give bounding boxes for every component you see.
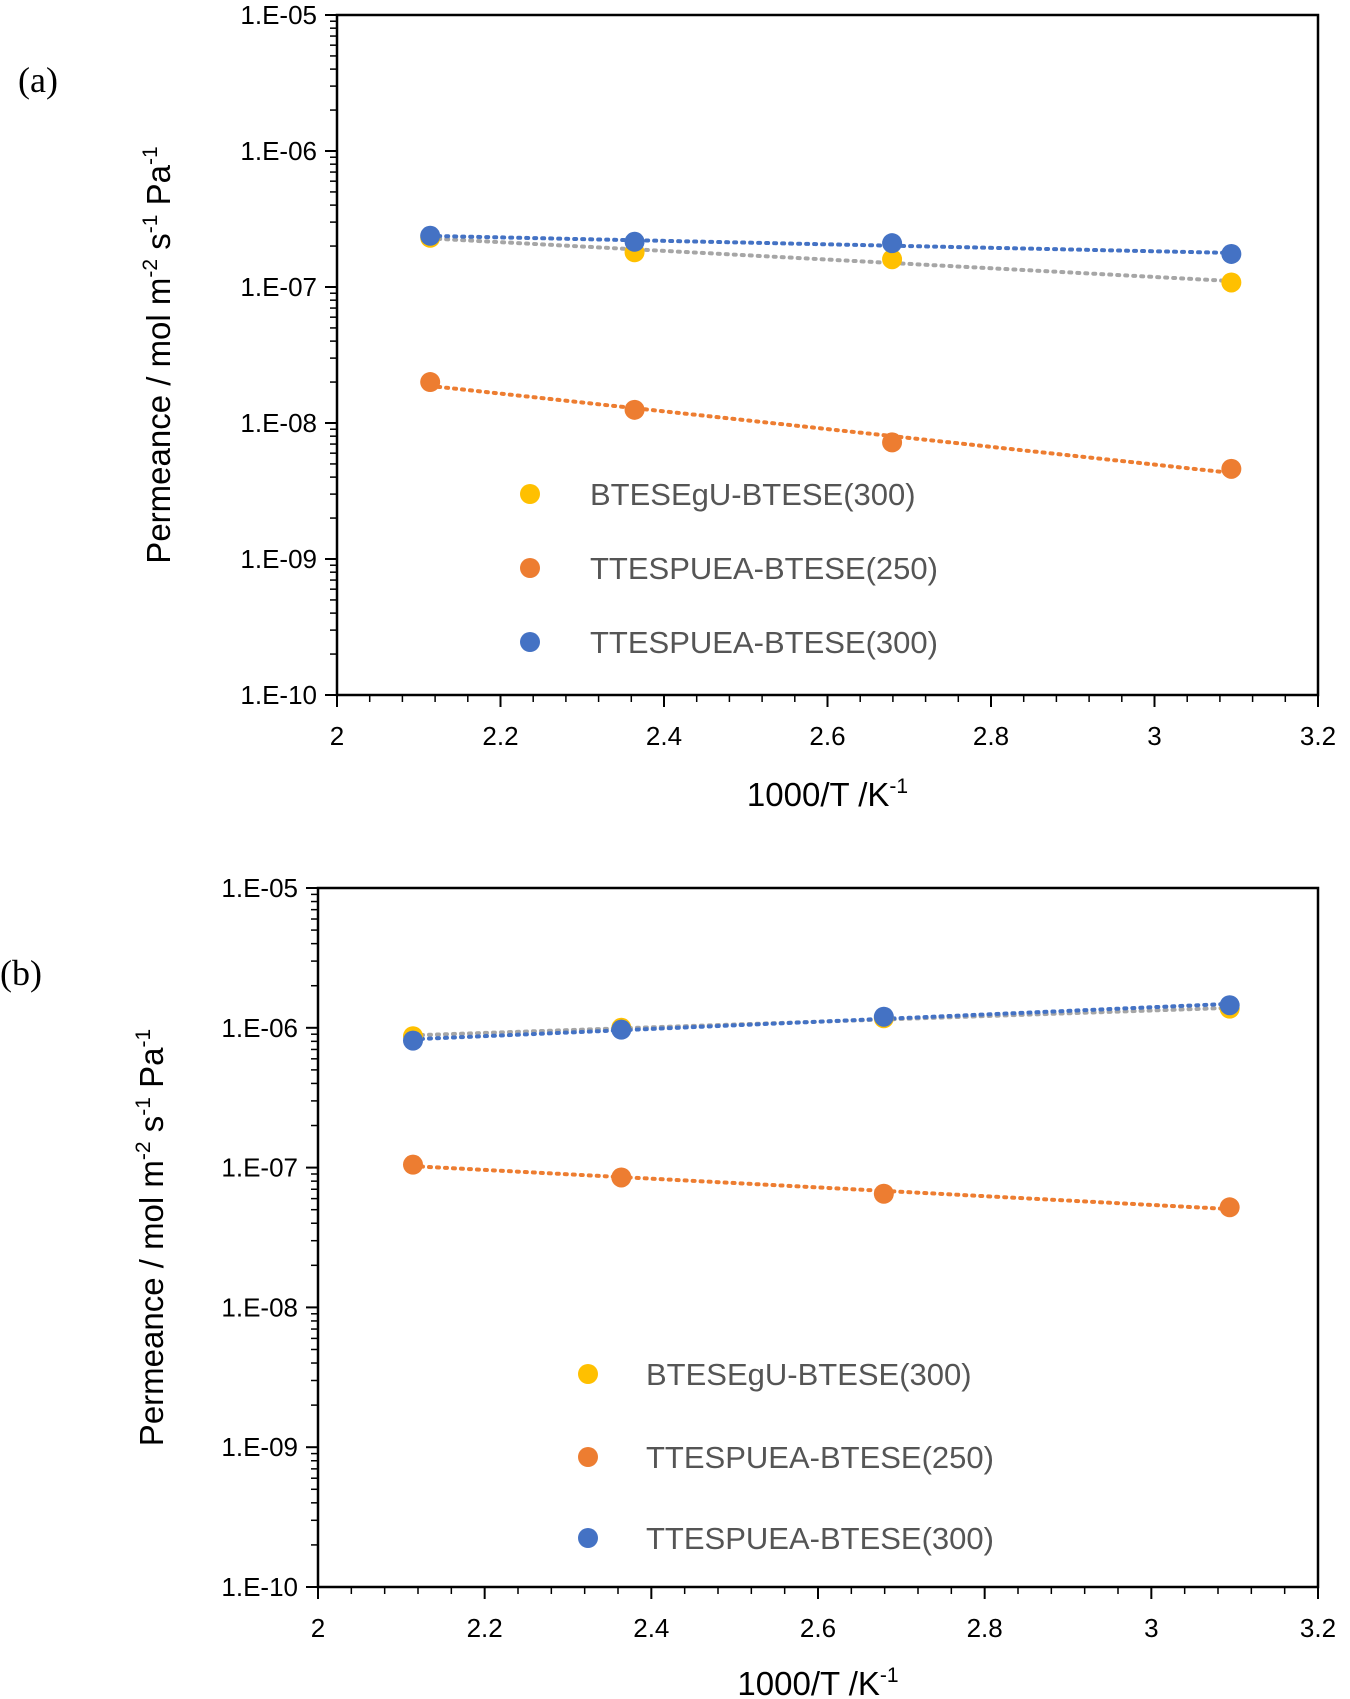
- panel-a-y-tick-label: 1.E-06: [240, 136, 317, 166]
- panel-b-legend-entry: BTESEgU-BTESE(300): [646, 1357, 972, 1392]
- panel-b-y-tick-label: 1.E-06: [221, 1013, 298, 1043]
- panel-b-series-1-point: [1219, 1197, 1240, 1218]
- panel-b-trendline-1: [411, 1164, 1232, 1212]
- panel-b-x-tick-label: 3: [1144, 1613, 1158, 1643]
- panel-b-x-tick-label: 2: [311, 1613, 325, 1643]
- panel-a-series-0-point: [1221, 272, 1242, 293]
- panel-b-series-2-point: [873, 1006, 894, 1027]
- panel-a-y-tick-label: 1.E-05: [240, 0, 317, 30]
- panel-a-trendline-2: [428, 233, 1234, 255]
- panel-b-x-tick-label: 3.2: [1300, 1613, 1336, 1643]
- panel-b-x-tick-label: 2.4: [633, 1613, 669, 1643]
- panel-b-x-tick-label: 2.8: [967, 1613, 1003, 1643]
- panel-a-y-tick-label: 1.E-10: [240, 680, 317, 710]
- panel-b-legend-marker: [578, 1447, 598, 1467]
- panel-b-y-tick-label: 1.E-05: [221, 873, 298, 903]
- panel-b-series-1-point: [873, 1183, 894, 1204]
- panel-a-series-2-point: [1221, 243, 1242, 264]
- panel-a-x-axis-title: 1000/T /K-1: [747, 775, 908, 813]
- panel-a-series-1-point: [624, 399, 645, 420]
- panel-a-legend-entry: BTESEgU-BTESE(300): [590, 477, 916, 512]
- panel-a-series-2-point: [624, 231, 645, 252]
- panel-a-chart: 1.E-10 1.E-09 1.E-08 1.E-07 1.E-06 1.E-05 2 2.2…: [18, 0, 1336, 813]
- panel-a-label: (a): [18, 60, 58, 100]
- panel-a-x-tick-label: 2.8: [973, 721, 1009, 751]
- panel-b-legend-entry: TTESPUEA-BTESE(250): [646, 1440, 994, 1475]
- panel-b-label: (b): [0, 953, 42, 993]
- panel-b-series-2-point: [403, 1030, 423, 1051]
- panel-a-series-2-point: [882, 233, 903, 254]
- panel-a-x-tick-label: 2.4: [646, 721, 682, 751]
- panel-a-legend-entry: TTESPUEA-BTESE(300): [590, 625, 938, 660]
- panel-a-trendline-1: [428, 383, 1234, 475]
- panel-b-legend: BTESEgU-BTESE(300) TTESPUEA-BTESE(250) TTE…: [578, 1357, 994, 1556]
- panel-a-x-tick-label: 2: [330, 721, 344, 751]
- panel-b-y-tick-label: 1.E-08: [221, 1292, 298, 1322]
- panel-a-y-tick-label: 1.E-09: [240, 544, 317, 574]
- panel-b-series-2-point: [1219, 995, 1240, 1016]
- panel-a-legend-marker: [520, 558, 540, 578]
- panel-a-series-1-point: [420, 372, 441, 393]
- panel-a-series-1-point: [882, 432, 903, 453]
- panel-b-series-1-point: [611, 1167, 632, 1188]
- panel-a-y-tick-label: 1.E-07: [240, 272, 317, 302]
- panel-b-trendline-2: [411, 1001, 1232, 1042]
- panel-b-x-axis-title: 1000/T /K-1: [737, 1664, 898, 1699]
- panel-a-plot-frame: [335, 13, 1320, 697]
- panel-a-x-tick-label: 3: [1147, 721, 1161, 751]
- panel-b-x-tick-label: 2.6: [800, 1613, 836, 1643]
- panel-b-plot-frame: [316, 886, 1320, 1589]
- panel-a-x-tick-label: 3.2: [1300, 721, 1336, 751]
- panel-a-legend: BTESEgU-BTESE(300) TTESPUEA-BTESE(250) TTE…: [520, 477, 938, 660]
- panel-b-series-2-point: [611, 1019, 632, 1040]
- panel-a-y-tick-label: 1.E-08: [240, 408, 317, 438]
- panel-b-chart: 1.E-10 1.E-09 1.E-08 1.E-07 1.E-06 1.E-05 2 2.2…: [0, 873, 1336, 1699]
- panel-a-series-1-point: [1221, 458, 1242, 479]
- panel-b-y-tick-label: 1.E-07: [221, 1153, 298, 1183]
- panel-b-legend-marker: [578, 1364, 598, 1384]
- panel-b-y-tick-label: 1.E-10: [221, 1572, 298, 1602]
- panel-a-x-tick-label: 2.6: [809, 721, 845, 751]
- panel-b-y-tick-label: 1.E-09: [221, 1432, 298, 1462]
- panel-a-y-axis-title: Permeance / mol m-2 s-1 Pa-1: [139, 146, 177, 563]
- panel-b-y-axis-title: Permeance / mol m-2 s-1 Pa-1: [132, 1029, 170, 1446]
- panel-a-series-0-point: [882, 249, 903, 270]
- panel-b-x-tick-label: 2.2: [467, 1613, 503, 1643]
- panel-a-series-2-point: [420, 225, 441, 246]
- panel-a-trendline-0: [428, 236, 1234, 284]
- panel-b-series-1-point: [403, 1154, 423, 1175]
- panel-b-legend-marker: [578, 1528, 598, 1548]
- panel-a-legend-marker: [520, 484, 540, 504]
- panel-a-x-tick-label: 2.2: [482, 721, 518, 751]
- panel-a-legend-marker: [520, 632, 540, 652]
- panel-b-legend-entry: TTESPUEA-BTESE(300): [646, 1521, 994, 1556]
- panel-a-legend-entry: TTESPUEA-BTESE(250): [590, 551, 938, 586]
